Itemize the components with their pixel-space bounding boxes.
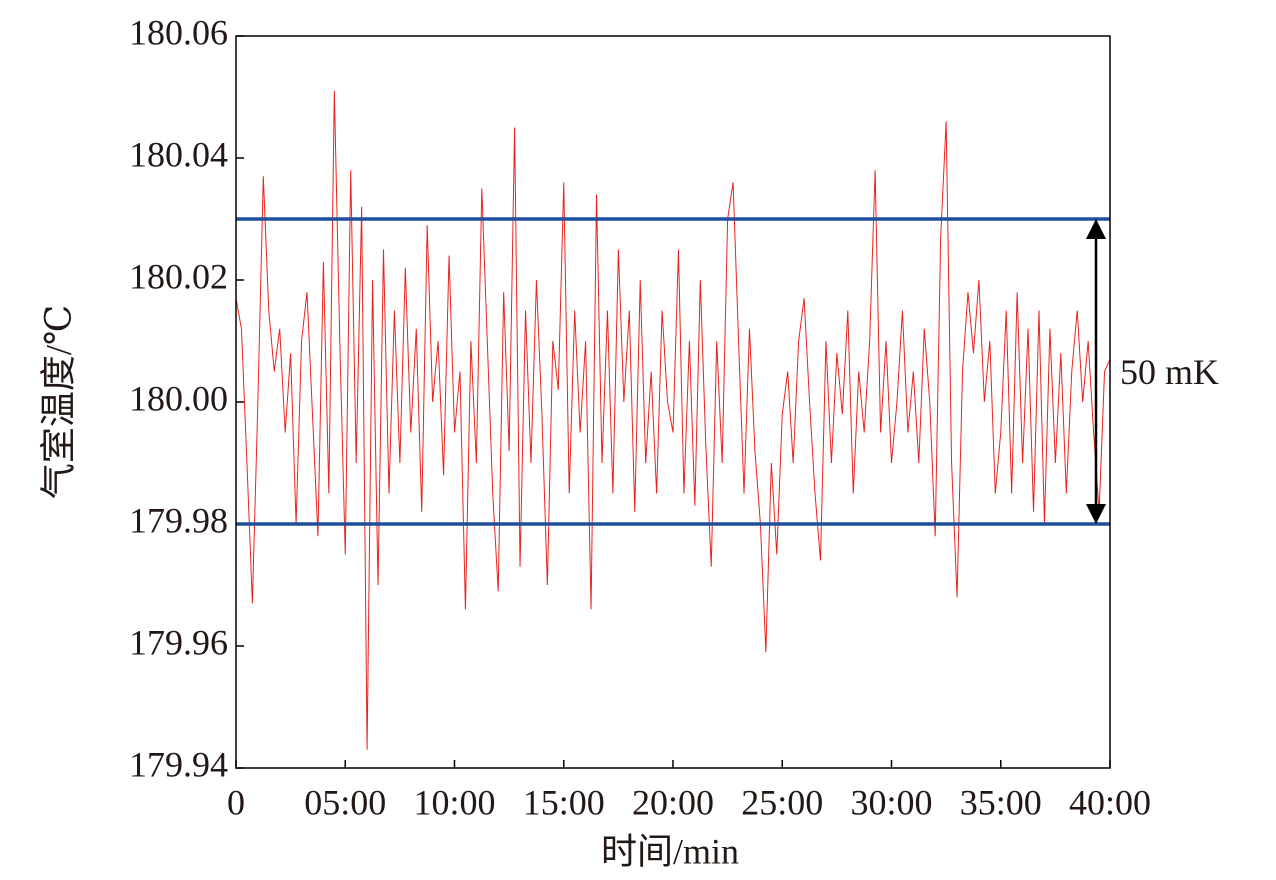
- x-tick-label: 0: [227, 782, 245, 822]
- y-tick-label: 179.96: [129, 622, 228, 662]
- y-axis-label: 气室温度/℃: [38, 305, 78, 499]
- data-line: [235, 90, 1111, 750]
- y-tick-label: 180.04: [129, 134, 228, 174]
- y-tick-label: 180.00: [129, 378, 228, 418]
- y-tick-label: 179.98: [129, 500, 228, 540]
- y-tick-label: 179.94: [129, 744, 228, 784]
- x-tick-label: 15:00: [523, 782, 605, 822]
- annotation: 50 mK: [1120, 352, 1219, 392]
- x-tick-label: 10:00: [413, 782, 495, 822]
- x-axis-label: 时间/min: [601, 831, 739, 871]
- x-tick-label: 35:00: [960, 782, 1042, 822]
- y-tick-label: 180.02: [129, 256, 228, 296]
- x-tick-label: 40:00: [1069, 782, 1151, 822]
- plot-frame: [235, 35, 1111, 769]
- x-tick-label: 25:00: [741, 782, 823, 822]
- x-tick-label: 30:00: [850, 782, 932, 822]
- x-tick-label: 20:00: [632, 782, 714, 822]
- y-tick-label: 180.06: [129, 12, 228, 52]
- x-tick-label: 05:00: [304, 782, 386, 822]
